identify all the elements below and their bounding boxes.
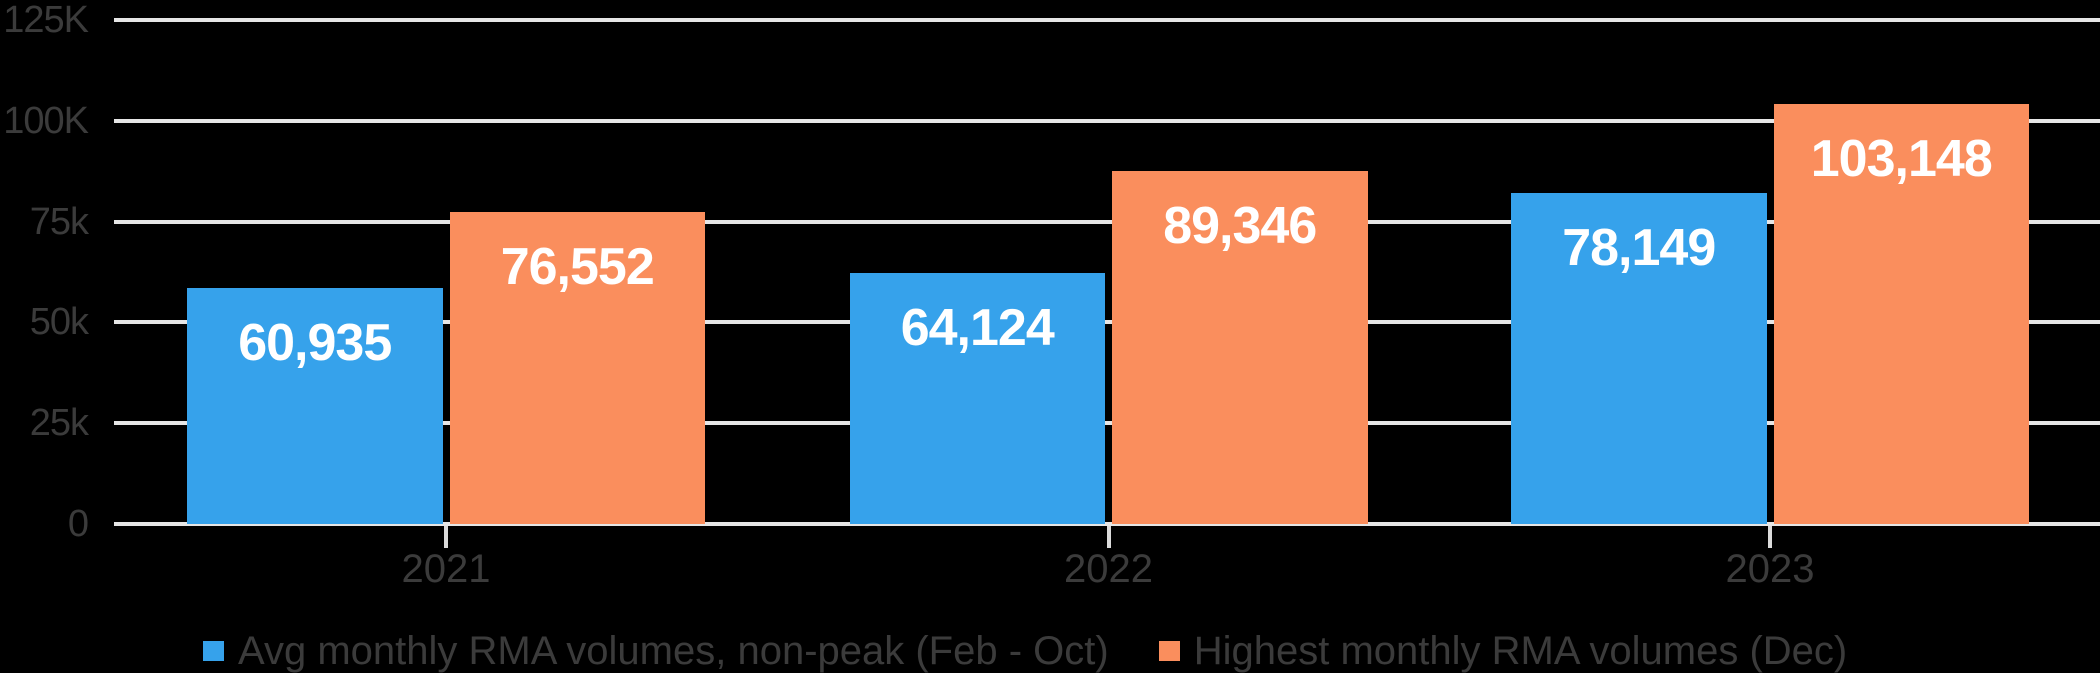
bar-value-label-2022-series1: 89,346 [1163,197,1317,256]
x-axis-tick-2022 [1106,526,1111,548]
gridline-100K [114,118,2100,123]
x-axis-tick-2023 [1768,526,1772,548]
y-axis-label-100K: 100K [3,99,89,142]
bar-value-label-2021-series1: 76,552 [500,237,655,296]
bar-value-label-2023-series0: 78,149 [1562,218,1716,277]
bar-2022-series0 [849,273,1105,524]
y-axis-label-50k: 50k [29,301,89,344]
y-axis-label-25k: 25k [29,402,89,445]
x-axis-label-2021: 2021 [401,547,491,591]
legend-item-highest-monthly: Highest monthly RMA volumes (Dec) [1158,629,1848,673]
y-axis-label-125K: 125K [3,0,89,41]
gridline-125K [114,18,2100,22]
bar-value-label-2021-series0: 60,935 [238,314,392,372]
x-axis-label-2023: 2023 [1725,547,1815,591]
y-axis-label-0: 0 [67,503,89,545]
bar-2022-series1 [1112,171,1368,524]
bar-value-label-2023-series1: 103,148 [1810,130,1993,189]
legend-label-avg-monthly: Avg monthly RMA volumes, non-peak (Feb -… [238,629,1109,673]
gridline-75k [114,219,2100,224]
legend: Avg monthly RMA volumes, non-peak (Feb -… [203,630,1847,672]
legend-swatch-blue-icon [203,641,224,661]
bar-value-label-2022-series0: 64,124 [900,299,1055,357]
legend-swatch-orange-icon [1158,641,1180,661]
legend-item-avg-monthly: Avg monthly RMA volumes, non-peak (Feb -… [203,630,1109,672]
bar-2021-series0 [187,288,443,524]
gridline-25k [114,421,2100,426]
gridline-50k [114,320,2100,325]
bar-2023-series1 [1773,104,2029,524]
x-axis-tick-2021 [444,526,448,548]
gridline-0 [114,522,2100,526]
y-axis-label-75k: 75k [29,200,89,243]
bar-2021-series1 [449,211,705,524]
x-axis-label-2022: 2022 [1064,547,1153,591]
legend-label-highest-monthly: Highest monthly RMA volumes (Dec) [1193,629,1848,673]
bar-2023-series0 [1511,192,1767,524]
